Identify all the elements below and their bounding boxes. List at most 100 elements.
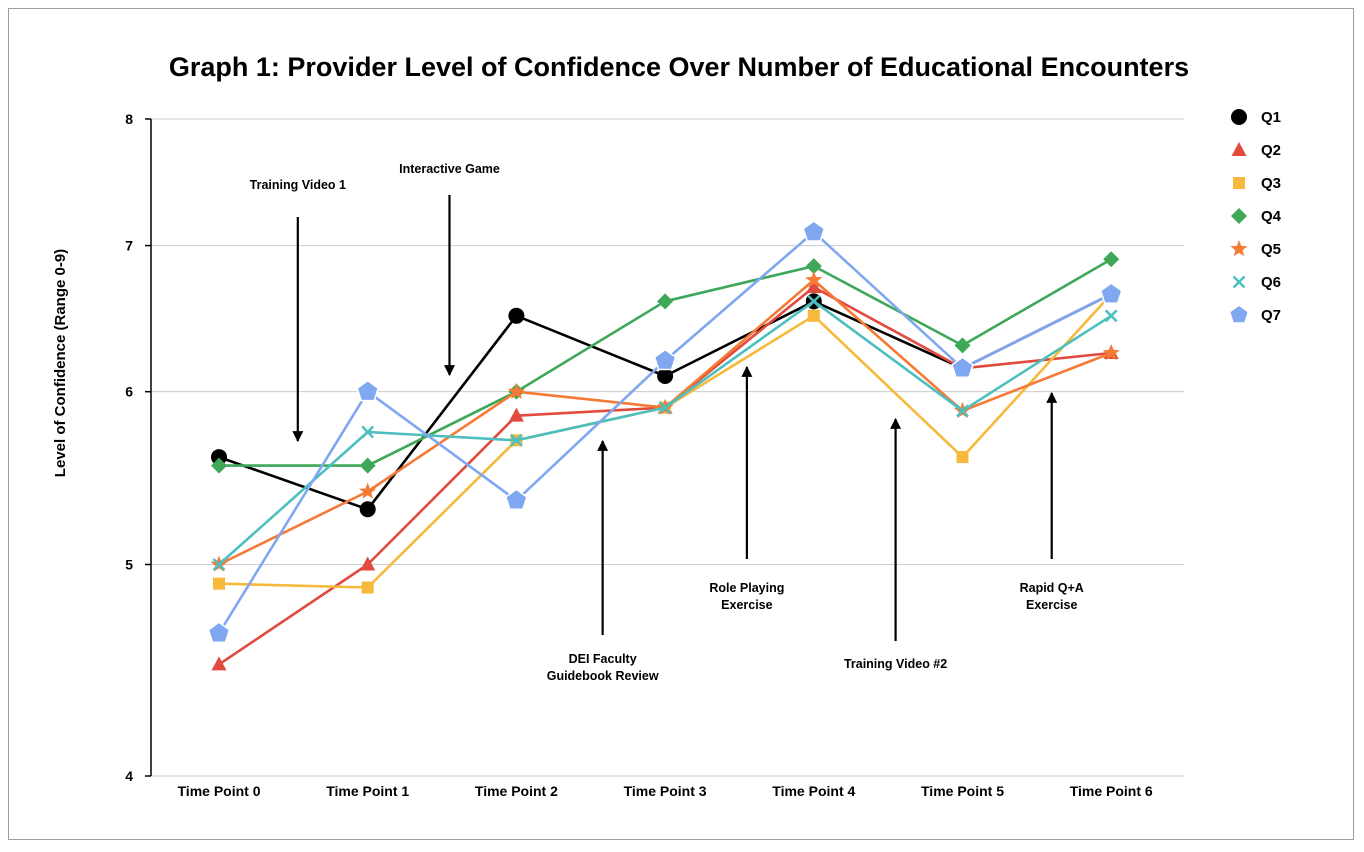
legend-label: Q6 bbox=[1261, 274, 1281, 291]
data-point bbox=[356, 379, 380, 402]
annotation-label: Guidebook Review bbox=[547, 669, 659, 683]
legend-label: Q7 bbox=[1261, 307, 1281, 324]
data-point bbox=[211, 449, 227, 466]
legend-label: Q4 bbox=[1261, 208, 1282, 225]
data-point bbox=[1104, 309, 1118, 323]
legend-item: Q5 bbox=[1230, 240, 1281, 258]
legend-item: Q4 bbox=[1231, 208, 1282, 225]
x-tick-label: Time Point 6 bbox=[1070, 783, 1153, 799]
annotation-label: Training Video #2 bbox=[844, 657, 947, 671]
annotation-label: Interactive Game bbox=[399, 162, 500, 176]
legend-marker bbox=[1231, 142, 1247, 156]
data-point bbox=[360, 556, 376, 571]
data-point bbox=[361, 581, 374, 594]
data-point bbox=[359, 457, 376, 474]
legend-item: Q2 bbox=[1231, 142, 1281, 159]
legend-item: Q1 bbox=[1231, 109, 1281, 126]
series-line bbox=[218, 299, 1112, 566]
annotation-label: Role Playing bbox=[709, 581, 784, 595]
legend-label: Q3 bbox=[1261, 175, 1281, 192]
data-point bbox=[1103, 251, 1120, 268]
data-point bbox=[657, 293, 674, 310]
x-stroke bbox=[361, 425, 375, 439]
y-tick-label: 7 bbox=[125, 238, 133, 254]
chart-frame: Graph 1: Provider Level of Confidence Ov… bbox=[8, 8, 1354, 840]
x-tick-label: Time Point 4 bbox=[772, 783, 855, 799]
annotations: Training Video 1 Interactive Game DEI Facu… bbox=[250, 162, 1084, 683]
data-point bbox=[653, 348, 677, 371]
series-group bbox=[207, 220, 1123, 671]
y-tick-label: 8 bbox=[125, 111, 133, 127]
annotation-label: Rapid Q+A bbox=[1020, 581, 1084, 595]
x-stroke bbox=[212, 558, 226, 571]
data-point bbox=[211, 656, 227, 671]
x-tick-label: Time Point 3 bbox=[624, 783, 707, 799]
series-q7 bbox=[207, 220, 1123, 643]
legend-item: Q7 bbox=[1228, 304, 1281, 324]
data-point bbox=[361, 425, 375, 439]
y-tick-label: 5 bbox=[125, 556, 133, 572]
series-q4 bbox=[211, 251, 1120, 474]
x-stroke bbox=[956, 404, 969, 418]
data-point bbox=[956, 451, 969, 464]
x-stroke bbox=[1104, 309, 1118, 323]
data-point bbox=[951, 356, 974, 378]
data-point bbox=[658, 401, 672, 414]
chart-title: Graph 1: Provider Level of Confidence Ov… bbox=[169, 52, 1189, 82]
x-tick-label: Time Point 0 bbox=[178, 783, 261, 799]
axes: 4 5 6 7 8 Time Point 0 Time Point 1 Time Point … bbox=[125, 111, 1153, 799]
annotation-label: Exercise bbox=[1026, 598, 1077, 612]
data-point bbox=[505, 488, 528, 511]
data-point bbox=[213, 577, 225, 590]
x-stroke bbox=[658, 401, 672, 414]
data-point bbox=[806, 279, 822, 294]
data-point bbox=[1102, 344, 1120, 361]
data-point bbox=[805, 258, 822, 275]
data-point bbox=[802, 220, 826, 242]
data-point bbox=[359, 482, 377, 499]
legend-marker bbox=[1230, 240, 1248, 257]
data-point bbox=[1099, 282, 1123, 304]
line-chart: Graph 1: Provider Level of Confidence Ov… bbox=[52, 52, 1282, 799]
data-point bbox=[212, 558, 226, 571]
annotation-label: Training Video 1 bbox=[250, 178, 346, 192]
data-point bbox=[805, 271, 823, 288]
series-q6 bbox=[212, 294, 1118, 571]
x-stroke bbox=[510, 433, 523, 447]
data-point bbox=[359, 501, 376, 518]
data-point bbox=[508, 407, 524, 422]
legend-marker bbox=[1232, 275, 1246, 289]
legend-marker bbox=[1231, 109, 1247, 125]
legend-label: Q2 bbox=[1261, 142, 1281, 159]
data-point bbox=[807, 294, 821, 308]
data-point bbox=[510, 433, 523, 447]
data-point bbox=[508, 307, 525, 324]
legend: Q1 Q2 Q3 Q4 Q5 Q6 Q7 bbox=[1228, 109, 1282, 324]
x-tick-label: Time Point 1 bbox=[326, 783, 409, 799]
series-q2 bbox=[211, 279, 1119, 671]
y-tick-label: 4 bbox=[125, 768, 133, 784]
legend-label: Q1 bbox=[1261, 109, 1281, 126]
data-point bbox=[807, 309, 820, 322]
data-point bbox=[956, 404, 969, 418]
data-point bbox=[211, 457, 227, 474]
annotation-label: Exercise bbox=[721, 598, 772, 612]
legend-marker bbox=[1233, 177, 1245, 189]
legend-label: Q5 bbox=[1261, 241, 1281, 258]
data-point bbox=[657, 368, 674, 385]
data-point bbox=[207, 621, 231, 643]
legend-marker bbox=[1228, 304, 1250, 324]
y-tick-label: 6 bbox=[125, 384, 133, 400]
series-line bbox=[218, 285, 1112, 666]
x-stroke bbox=[807, 294, 821, 308]
x-tick-label: Time Point 2 bbox=[475, 783, 558, 799]
grid-lines bbox=[151, 118, 1184, 777]
series-line bbox=[218, 278, 1112, 566]
legend-item: Q3 bbox=[1233, 175, 1281, 192]
annotation-label: DEI Faculty bbox=[569, 652, 637, 666]
legend-item: Q6 bbox=[1232, 274, 1281, 291]
data-point bbox=[507, 382, 525, 399]
legend-marker bbox=[1231, 208, 1247, 224]
x-stroke bbox=[1232, 275, 1246, 289]
data-point bbox=[954, 337, 971, 354]
